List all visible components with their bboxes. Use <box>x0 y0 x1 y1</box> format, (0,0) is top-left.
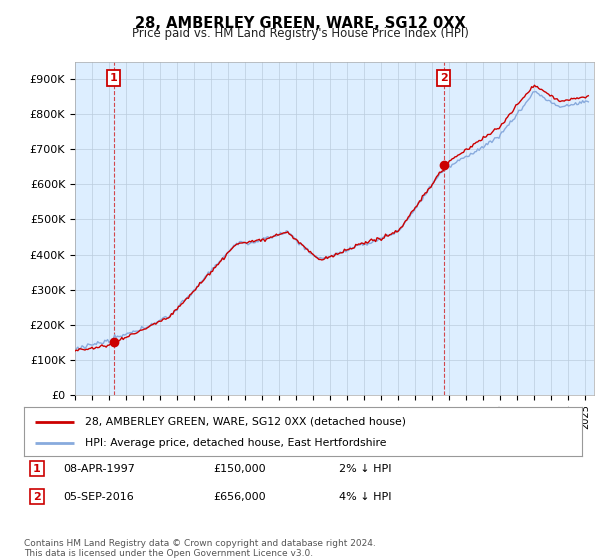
Text: This data is licensed under the Open Government Licence v3.0.: This data is licensed under the Open Gov… <box>24 549 313 558</box>
Text: Price paid vs. HM Land Registry's House Price Index (HPI): Price paid vs. HM Land Registry's House … <box>131 27 469 40</box>
Text: Contains HM Land Registry data © Crown copyright and database right 2024.: Contains HM Land Registry data © Crown c… <box>24 539 376 548</box>
Text: 08-APR-1997: 08-APR-1997 <box>63 464 135 474</box>
Text: HPI: Average price, detached house, East Hertfordshire: HPI: Average price, detached house, East… <box>85 437 387 447</box>
Text: 1: 1 <box>110 73 118 83</box>
Text: 2: 2 <box>33 492 41 502</box>
Text: 4% ↓ HPI: 4% ↓ HPI <box>339 492 391 502</box>
Text: 05-SEP-2016: 05-SEP-2016 <box>63 492 134 502</box>
Text: 28, AMBERLEY GREEN, WARE, SG12 0XX (detached house): 28, AMBERLEY GREEN, WARE, SG12 0XX (deta… <box>85 417 406 427</box>
Text: 2: 2 <box>440 73 448 83</box>
Text: 2% ↓ HPI: 2% ↓ HPI <box>339 464 391 474</box>
Text: 28, AMBERLEY GREEN, WARE, SG12 0XX: 28, AMBERLEY GREEN, WARE, SG12 0XX <box>134 16 466 31</box>
Text: £150,000: £150,000 <box>213 464 266 474</box>
Text: 1: 1 <box>33 464 41 474</box>
Text: £656,000: £656,000 <box>213 492 266 502</box>
